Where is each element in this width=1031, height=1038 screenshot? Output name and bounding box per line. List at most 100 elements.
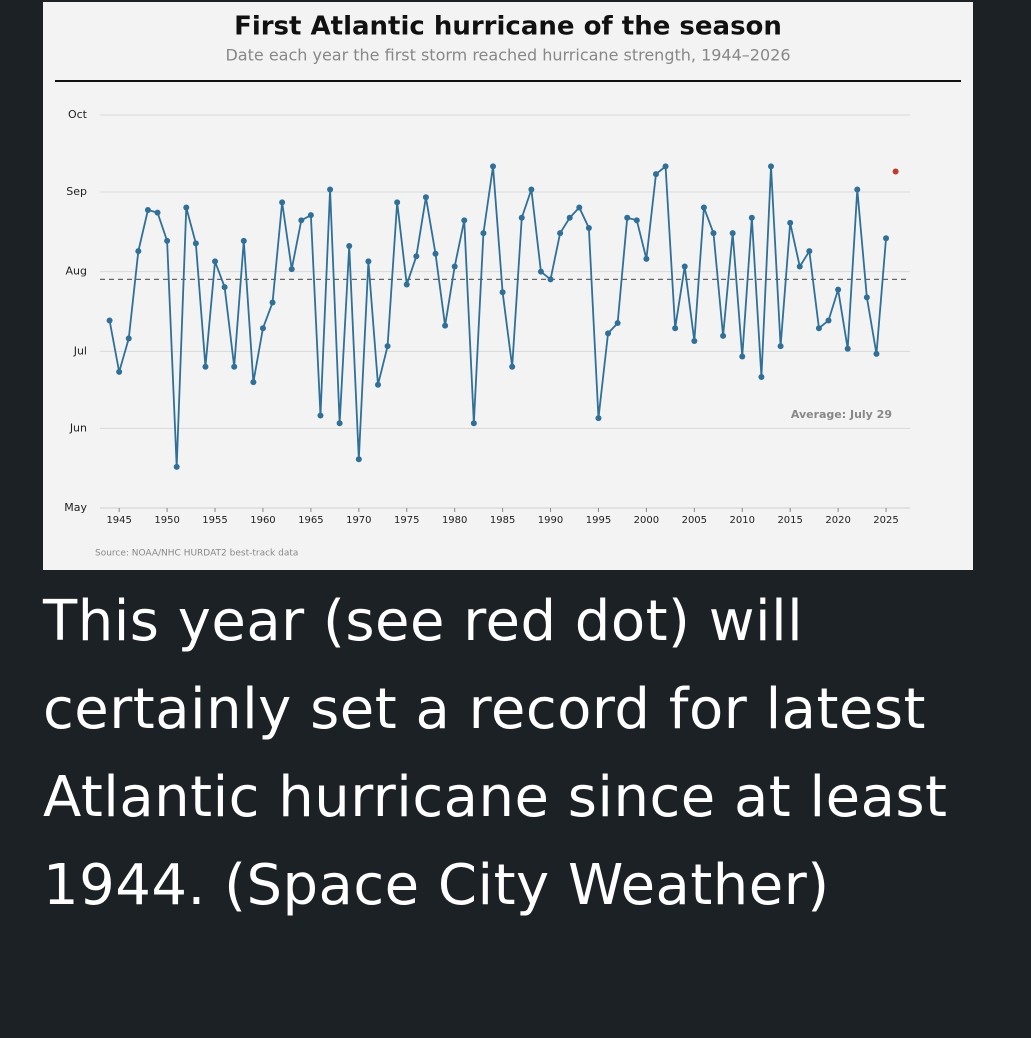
data-point bbox=[202, 363, 209, 370]
data-point bbox=[681, 263, 688, 270]
chart: First Atlantic hurricane of the season D… bbox=[43, 2, 973, 570]
x-tick-label: 1995 bbox=[586, 515, 611, 526]
data-point bbox=[144, 207, 151, 214]
data-point bbox=[259, 325, 266, 332]
data-point bbox=[547, 276, 554, 283]
x-tick-label: 1960 bbox=[250, 515, 275, 526]
data-point bbox=[106, 317, 113, 324]
x-tick-label: 1945 bbox=[106, 515, 131, 526]
data-point bbox=[413, 253, 420, 260]
chart-panel bbox=[43, 2, 973, 570]
data-point bbox=[212, 258, 219, 265]
x-tick-label: 1975 bbox=[394, 515, 419, 526]
data-point bbox=[164, 237, 171, 244]
post-caption: This year (see red dot) will certainly s… bbox=[43, 589, 948, 918]
data-point bbox=[777, 343, 784, 350]
data-point bbox=[787, 219, 794, 226]
data-point bbox=[605, 330, 612, 337]
data-point bbox=[116, 368, 123, 375]
x-tick-label: 2020 bbox=[825, 515, 850, 526]
data-point bbox=[892, 168, 899, 175]
x-tick-label: 1980 bbox=[442, 515, 467, 526]
data-point bbox=[528, 186, 535, 193]
data-point bbox=[307, 212, 314, 219]
y-tick-label: Jun bbox=[69, 421, 87, 434]
x-tick-label: 1950 bbox=[154, 515, 179, 526]
data-point bbox=[691, 338, 698, 345]
x-tick-label: 2015 bbox=[777, 515, 802, 526]
data-point bbox=[490, 163, 497, 170]
data-point bbox=[394, 199, 401, 206]
data-point bbox=[221, 284, 228, 291]
data-point bbox=[614, 320, 621, 327]
data-point bbox=[432, 250, 439, 257]
data-point bbox=[662, 163, 669, 170]
series-line bbox=[108, 164, 887, 467]
data-point bbox=[298, 217, 305, 224]
data-point bbox=[748, 214, 755, 221]
data-point bbox=[729, 230, 736, 237]
data-point bbox=[537, 268, 544, 275]
x-tick-label: 2005 bbox=[682, 515, 707, 526]
data-point bbox=[854, 186, 861, 193]
data-point bbox=[509, 363, 516, 370]
data-point bbox=[710, 230, 717, 237]
data-point bbox=[374, 381, 381, 388]
data-point bbox=[231, 363, 238, 370]
data-point bbox=[269, 299, 276, 306]
data-point bbox=[403, 281, 410, 288]
data-point bbox=[173, 463, 180, 470]
y-tick-label: Oct bbox=[68, 108, 88, 121]
data-point bbox=[240, 237, 247, 244]
data-point bbox=[384, 343, 391, 350]
y-tick-label: May bbox=[64, 501, 87, 514]
x-tick-label: 2010 bbox=[730, 515, 755, 526]
data-point bbox=[796, 263, 803, 270]
data-point bbox=[480, 230, 487, 237]
data-point bbox=[643, 255, 650, 262]
data-point bbox=[624, 214, 631, 221]
data-point bbox=[815, 325, 822, 332]
data-point bbox=[135, 248, 142, 255]
data-point bbox=[566, 214, 573, 221]
data-point bbox=[720, 332, 727, 339]
data-point bbox=[557, 230, 564, 237]
data-point bbox=[336, 420, 343, 427]
data-point bbox=[250, 379, 257, 386]
data-point bbox=[461, 217, 468, 224]
data-point bbox=[327, 186, 334, 193]
data-point bbox=[422, 194, 429, 201]
x-tick-label: 1955 bbox=[202, 515, 227, 526]
data-point bbox=[518, 214, 525, 221]
data-point bbox=[183, 204, 190, 211]
data-point bbox=[442, 322, 449, 329]
data-point bbox=[595, 415, 602, 422]
x-tick-label: 2025 bbox=[873, 515, 898, 526]
data-point bbox=[672, 325, 679, 332]
data-point bbox=[585, 225, 592, 232]
average-label: Average: July 29 bbox=[791, 408, 892, 421]
y-tick-label: Aug bbox=[66, 265, 87, 278]
x-tick-label: 1990 bbox=[538, 515, 563, 526]
x-tick-label: 1970 bbox=[346, 515, 371, 526]
data-point bbox=[883, 235, 890, 242]
x-tick-label: 2000 bbox=[634, 515, 659, 526]
y-tick-label: Jul bbox=[73, 344, 87, 357]
data-point bbox=[470, 420, 477, 427]
data-point bbox=[873, 350, 880, 357]
data-point bbox=[633, 217, 640, 224]
x-tick-label: 1985 bbox=[490, 515, 515, 526]
y-tick-label: Sep bbox=[66, 185, 87, 198]
data-point bbox=[768, 163, 775, 170]
data-point bbox=[355, 456, 362, 463]
data-point bbox=[806, 248, 813, 255]
data-point bbox=[125, 335, 132, 342]
data-point bbox=[863, 294, 870, 301]
data-point bbox=[365, 258, 372, 265]
data-point bbox=[739, 353, 746, 360]
data-point bbox=[279, 199, 286, 206]
data-point bbox=[700, 204, 707, 211]
data-point bbox=[154, 209, 161, 216]
source-note: Source: NOAA/NHC HURDAT2 best-track data bbox=[95, 549, 298, 559]
